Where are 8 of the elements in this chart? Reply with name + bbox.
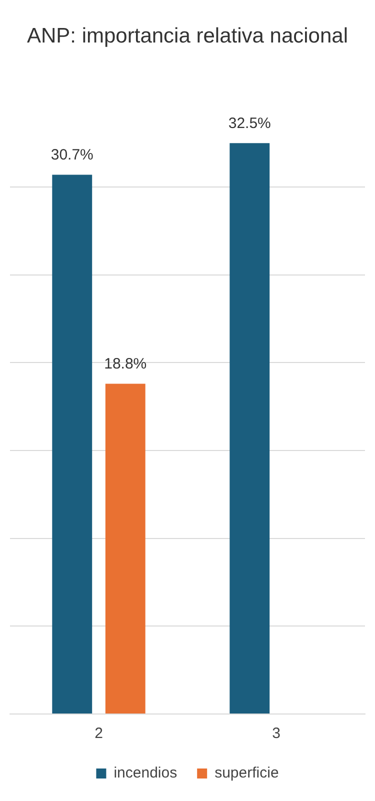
chart-title: ANP: importancia relativa nacional — [27, 24, 348, 48]
data-label: 18.8% — [104, 355, 147, 372]
x-tick-label: 2 — [94, 725, 103, 742]
legend-label: superficie — [214, 764, 279, 782]
data-label: 32.5% — [228, 114, 271, 132]
data-label: 30.7% — [50, 146, 94, 164]
legend-label: incendios — [114, 764, 178, 782]
x-tick-label: 3 — [272, 725, 280, 742]
